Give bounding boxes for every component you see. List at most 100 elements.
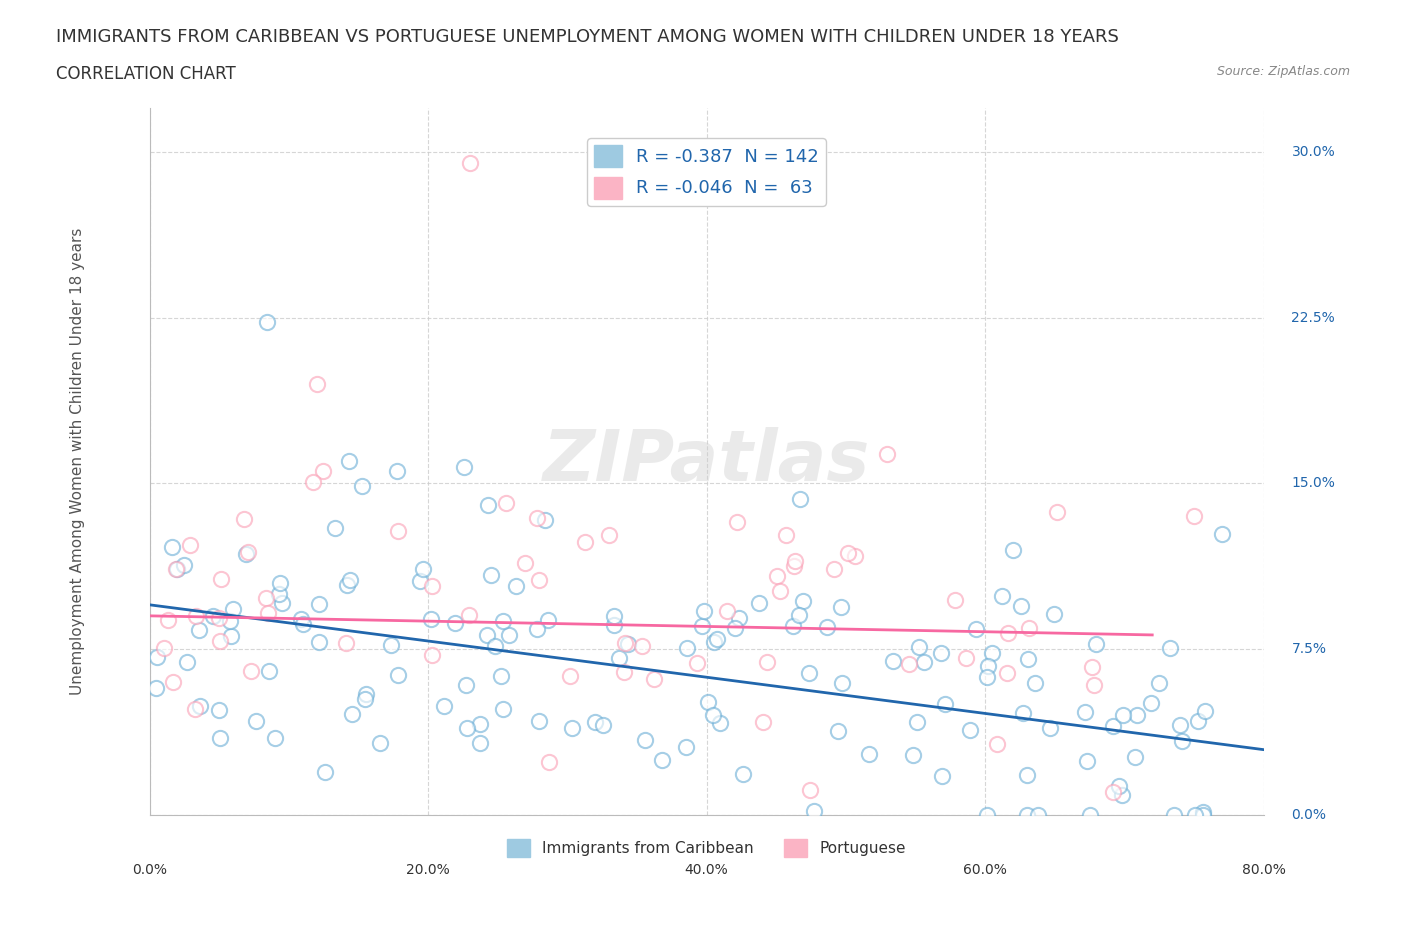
Portuguese <box>538 754 561 769</box>
Immigrants from Caribbean <box>477 628 499 643</box>
Immigrants from Caribbean <box>1017 807 1039 822</box>
Immigrants from Caribbean <box>907 639 929 654</box>
Immigrants from Caribbean <box>1163 807 1185 822</box>
Immigrants from Caribbean <box>245 713 267 728</box>
Immigrants from Caribbean <box>980 646 1002 661</box>
Portuguese <box>305 377 328 392</box>
Immigrants from Caribbean <box>173 558 195 573</box>
Immigrants from Caribbean <box>728 610 751 625</box>
Portuguese <box>716 604 738 618</box>
Immigrants from Caribbean <box>561 721 583 736</box>
Portuguese <box>1081 659 1104 674</box>
Portuguese <box>752 714 775 729</box>
Portuguese <box>1102 784 1125 799</box>
Portuguese <box>1083 678 1105 693</box>
Immigrants from Caribbean <box>607 651 630 666</box>
Immigrants from Caribbean <box>1159 641 1181 656</box>
Immigrants from Caribbean <box>526 621 548 636</box>
Portuguese <box>233 512 256 527</box>
Portuguese <box>1018 621 1040 636</box>
Immigrants from Caribbean <box>1010 598 1032 613</box>
Immigrants from Caribbean <box>456 721 478 736</box>
Immigrants from Caribbean <box>468 717 491 732</box>
Text: 80.0%: 80.0% <box>1241 863 1285 877</box>
Portuguese <box>685 656 707 671</box>
Immigrants from Caribbean <box>782 618 804 633</box>
Immigrants from Caribbean <box>991 589 1014 604</box>
Portuguese <box>995 665 1018 680</box>
Immigrants from Caribbean <box>709 715 731 730</box>
Immigrants from Caribbean <box>368 736 391 751</box>
Immigrants from Caribbean <box>1102 718 1125 733</box>
Immigrants from Caribbean <box>1126 708 1149 723</box>
Portuguese <box>943 592 966 607</box>
Immigrants from Caribbean <box>1187 713 1209 728</box>
Portuguese <box>844 549 866 564</box>
Immigrants from Caribbean <box>827 724 849 738</box>
Immigrants from Caribbean <box>207 702 229 717</box>
Immigrants from Caribbean <box>269 576 291 591</box>
Immigrants from Caribbean <box>314 764 336 779</box>
Immigrants from Caribbean <box>308 596 330 611</box>
Portuguese <box>823 562 845 577</box>
Portuguese <box>239 663 262 678</box>
Immigrants from Caribbean <box>1140 696 1163 711</box>
Immigrants from Caribbean <box>703 634 725 649</box>
Immigrants from Caribbean <box>1073 705 1095 720</box>
Portuguese <box>458 607 481 622</box>
Portuguese <box>335 635 357 650</box>
Immigrants from Caribbean <box>308 634 330 649</box>
Immigrants from Caribbean <box>533 512 555 527</box>
Immigrants from Caribbean <box>803 804 825 818</box>
Immigrants from Caribbean <box>583 715 606 730</box>
Portuguese <box>631 639 654 654</box>
Immigrants from Caribbean <box>380 638 402 653</box>
Immigrants from Caribbean <box>176 655 198 670</box>
Immigrants from Caribbean <box>1011 706 1033 721</box>
Text: 15.0%: 15.0% <box>1292 476 1336 490</box>
Immigrants from Caribbean <box>1001 542 1024 557</box>
Portuguese <box>422 647 444 662</box>
Immigrants from Caribbean <box>1042 606 1064 621</box>
Portuguese <box>156 613 179 628</box>
Text: 60.0%: 60.0% <box>963 863 1007 877</box>
Immigrants from Caribbean <box>356 686 378 701</box>
Text: Unemployment Among Women with Children Under 18 years: Unemployment Among Women with Children U… <box>70 228 84 695</box>
Immigrants from Caribbean <box>1017 651 1039 666</box>
Portuguese <box>209 572 232 587</box>
Immigrants from Caribbean <box>291 617 314 631</box>
Text: 0.0%: 0.0% <box>132 863 167 877</box>
Immigrants from Caribbean <box>290 612 312 627</box>
Text: ZIPatlas: ZIPatlas <box>543 427 870 496</box>
Immigrants from Caribbean <box>385 464 408 479</box>
Immigrants from Caribbean <box>219 629 242 644</box>
Text: 22.5%: 22.5% <box>1292 311 1336 325</box>
Immigrants from Caribbean <box>419 611 441 626</box>
Portuguese <box>420 578 443 593</box>
Text: CORRELATION CHART: CORRELATION CHART <box>56 65 236 83</box>
Immigrants from Caribbean <box>787 607 810 622</box>
Immigrants from Caribbean <box>1080 807 1102 822</box>
Immigrants from Caribbean <box>724 621 747 636</box>
Text: 30.0%: 30.0% <box>1292 145 1336 159</box>
Immigrants from Caribbean <box>222 602 245 617</box>
Immigrants from Caribbean <box>323 521 346 536</box>
Immigrants from Caribbean <box>187 623 209 638</box>
Immigrants from Caribbean <box>235 546 257 561</box>
Portuguese <box>162 674 184 689</box>
Portuguese <box>643 672 665 687</box>
Immigrants from Caribbean <box>977 658 1000 673</box>
Text: 40.0%: 40.0% <box>685 863 728 877</box>
Immigrants from Caribbean <box>651 752 673 767</box>
Immigrants from Caribbean <box>965 621 987 636</box>
Immigrants from Caribbean <box>697 695 720 710</box>
Portuguese <box>165 562 187 577</box>
Immigrants from Caribbean <box>1024 675 1046 690</box>
Portuguese <box>614 636 637 651</box>
Portuguese <box>725 514 748 529</box>
Immigrants from Caribbean <box>433 698 456 713</box>
Immigrants from Caribbean <box>145 681 167 696</box>
Immigrants from Caribbean <box>264 731 287 746</box>
Immigrants from Caribbean <box>931 645 953 660</box>
Immigrants from Caribbean <box>479 568 502 583</box>
